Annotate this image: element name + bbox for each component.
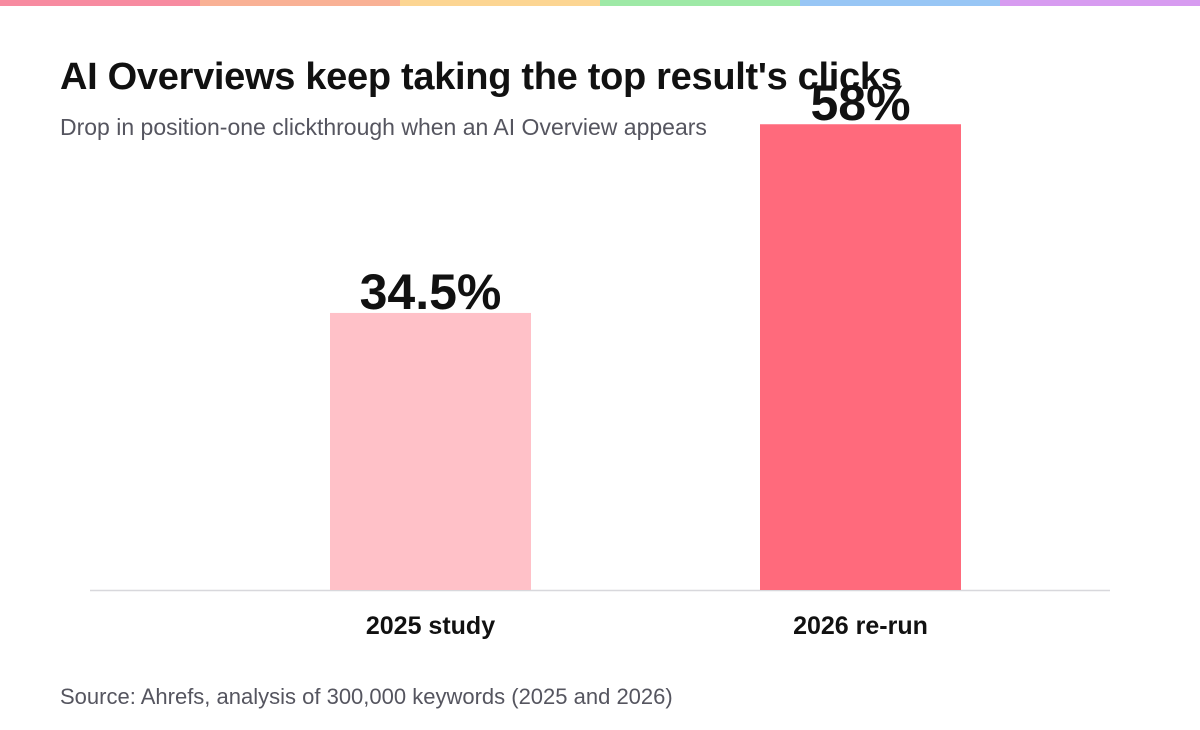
stripe-segment — [1000, 0, 1200, 6]
bar-1 — [330, 312, 531, 590]
stripe-segment — [600, 0, 800, 6]
stripe-segment — [0, 0, 200, 6]
stripe-segment — [400, 0, 600, 6]
source-note: Source: Ahrefs, analysis of 300,000 keyw… — [60, 684, 673, 709]
value-label-2: 58% — [810, 75, 910, 131]
top-color-stripe — [0, 0, 1200, 6]
chart-subtitle: Drop in position-one clickthrough when a… — [60, 114, 707, 140]
stripe-segment — [800, 0, 1000, 6]
stripe-segment — [200, 0, 400, 6]
category-label-1: 2025 study — [366, 612, 495, 640]
bar-2 — [760, 124, 961, 590]
chart-title: AI Overviews keep taking the top result'… — [60, 56, 902, 98]
category-label-2: 2026 re-run — [793, 612, 928, 640]
value-label-1: 34.5% — [360, 264, 502, 320]
